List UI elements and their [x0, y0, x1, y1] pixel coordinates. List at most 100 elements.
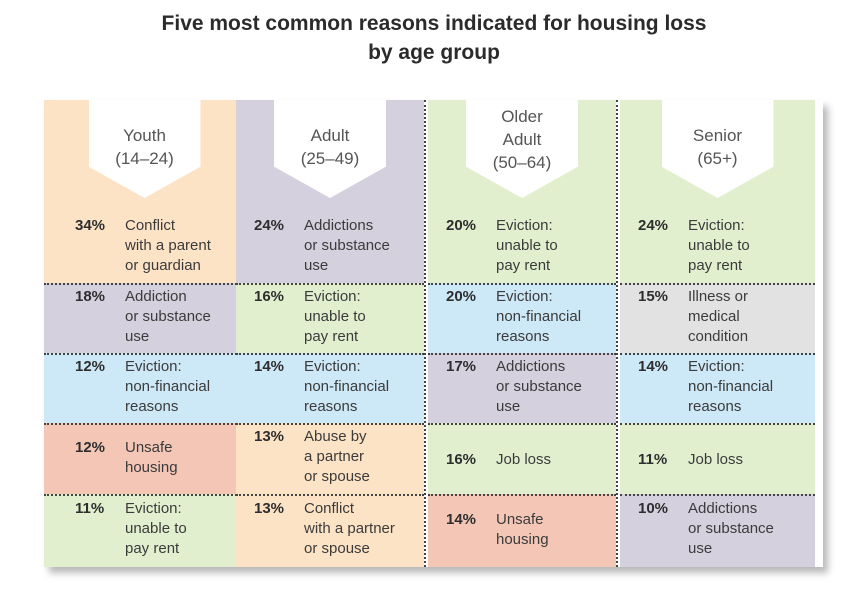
percentage-value: 13%	[254, 428, 285, 445]
reason-line: Eviction:	[496, 288, 553, 305]
reason-line: a partner	[304, 448, 365, 465]
reason-line: with a partner	[304, 520, 395, 537]
percentage-value: 11%	[638, 451, 668, 468]
reason-line: Job loss	[496, 451, 552, 468]
reason-line: reasons	[496, 328, 550, 345]
reason-line: Conflict	[125, 217, 176, 234]
percentage-value: 16%	[446, 451, 477, 468]
table-cell: 13% Conflict with a partner or spouse	[236, 494, 424, 567]
percentage-value: 20%	[446, 217, 477, 234]
reason-line: Eviction:	[688, 217, 745, 234]
reason-line: Eviction:	[304, 288, 361, 305]
reason-line: Unsafe	[125, 439, 173, 456]
percentage-value: 24%	[254, 217, 285, 234]
reason-line: unable to	[496, 237, 558, 254]
reason-line: use	[496, 398, 521, 415]
housing-loss-table: Youth (14–24) 34% Conflict with a parent or g…	[44, 100, 823, 567]
table-cell: 20% Eviction: non-financial reasons	[428, 283, 616, 353]
table-cell: 24% Addictions or substance use	[236, 207, 424, 283]
column-adult: Adult (25–49) 24% Addictions or substance use…	[236, 100, 426, 567]
chart-title-line-1: Five most common reasons indicated for h…	[161, 12, 707, 35]
reason-line: pay rent	[304, 328, 359, 345]
percentage-value: 15%	[638, 288, 669, 305]
reason-line: Addictions	[688, 500, 758, 517]
reason-line: or guardian	[125, 257, 201, 274]
percentage-value: 12%	[75, 439, 106, 456]
percentage-value: 10%	[638, 500, 669, 517]
reason-line: Conflict	[304, 500, 355, 517]
percentage-value: 16%	[254, 288, 285, 305]
table-cell: 13% Abuse by a partner or spouse	[236, 423, 424, 494]
reason-label: Eviction: non-financial reasons	[688, 357, 806, 417]
reason-line: unable to	[125, 520, 187, 537]
reason-label: Eviction: unable to pay rent	[304, 287, 422, 347]
reason-line: Eviction:	[304, 358, 361, 375]
reason-line: Eviction:	[125, 500, 182, 517]
reason-label: Conflict with a parent or guardian	[125, 216, 243, 276]
reason-label: Addictions or substance use	[304, 216, 422, 276]
age-group-label: Youth	[123, 126, 166, 145]
table-cell: 14% Eviction: non-financial reasons	[620, 353, 815, 423]
reason-line: Addictions	[304, 217, 374, 234]
reason-label: Unsafe housing	[496, 510, 614, 550]
reason-line: reasons	[125, 398, 179, 415]
reason-line: pay rent	[688, 257, 743, 274]
reason-line: non-financial	[688, 378, 774, 395]
reason-label: Unsafe housing	[125, 438, 243, 478]
reason-label: Job loss	[688, 450, 806, 470]
table-cell: 34% Conflict with a parent or guardian	[44, 207, 245, 283]
reason-label: Addictions or substance use	[496, 357, 614, 417]
percentage-value: 17%	[446, 358, 477, 375]
reason-label: Eviction: unable to pay rent	[496, 216, 614, 276]
reason-label: Eviction: non-financial reasons	[496, 287, 614, 347]
reason-line: unable to	[304, 308, 366, 325]
reason-label: Job loss	[496, 450, 614, 470]
age-range-label: (14–24)	[115, 149, 174, 168]
table-cell: 18% Addiction or substance use	[44, 283, 245, 353]
reason-line: use	[304, 257, 329, 274]
reason-line: pay rent	[496, 257, 551, 274]
reason-line: or substance	[125, 308, 211, 325]
reason-line: medical	[688, 308, 740, 325]
percentage-value: 14%	[638, 358, 669, 375]
reason-line: unable to	[688, 237, 750, 254]
age-group-label: Adult	[502, 130, 542, 149]
reason-label: Conflict with a partner or spouse	[304, 499, 422, 559]
age-group-label: Older	[501, 107, 543, 126]
table-cell: 24% Eviction: unable to pay rent	[620, 207, 815, 283]
reason-line: Eviction:	[496, 217, 553, 234]
reason-line: non-financial	[496, 308, 582, 325]
reason-line: reasons	[304, 398, 358, 415]
table-cell: 20% Eviction: unable to pay rent	[428, 207, 616, 283]
column-senior: Senior (65+) 24% Eviction: unable to pay rent…	[620, 100, 815, 567]
reason-line: or spouse	[304, 540, 370, 557]
percentage-value: 13%	[254, 500, 285, 517]
reason-label: Abuse by a partner or spouse	[304, 427, 422, 487]
reason-line: use	[688, 540, 713, 557]
reason-line: pay rent	[125, 540, 180, 557]
reason-line: or spouse	[304, 468, 370, 485]
table-cell: 17% Addictions or substance use	[428, 353, 616, 423]
percentage-value: 11%	[75, 500, 105, 517]
reason-label: Addiction or substance use	[125, 287, 243, 347]
percentage-value: 34%	[75, 217, 106, 234]
age-group-label: Senior	[692, 126, 743, 145]
table-cell: 16% Job loss	[428, 423, 616, 494]
column-older: Older Adult (50–64) 20% Eviction: unable to pa…	[428, 100, 618, 567]
table-cell: 14% Eviction: non-financial reasons	[236, 353, 424, 423]
percentage-value: 14%	[254, 358, 285, 375]
reason-line: Illness or	[688, 288, 749, 305]
percentage-value: 14%	[446, 511, 477, 528]
table-cell: 12% Eviction: non-financial reasons	[44, 353, 245, 423]
reason-label: Addictions or substance use	[688, 499, 806, 559]
percentage-value: 20%	[446, 288, 477, 305]
reason-line: non-financial	[125, 378, 211, 395]
age-range-label: (25–49)	[300, 149, 360, 168]
percentage-value: 12%	[75, 358, 106, 375]
table-cell: 11% Eviction: unable to pay rent	[44, 494, 245, 567]
reason-line: Unsafe	[496, 511, 544, 528]
reason-label: Eviction: unable to pay rent	[125, 499, 243, 559]
age-range-label: (65+)	[697, 149, 738, 168]
reason-line: or substance	[304, 237, 390, 254]
reason-line: reasons	[688, 398, 742, 415]
